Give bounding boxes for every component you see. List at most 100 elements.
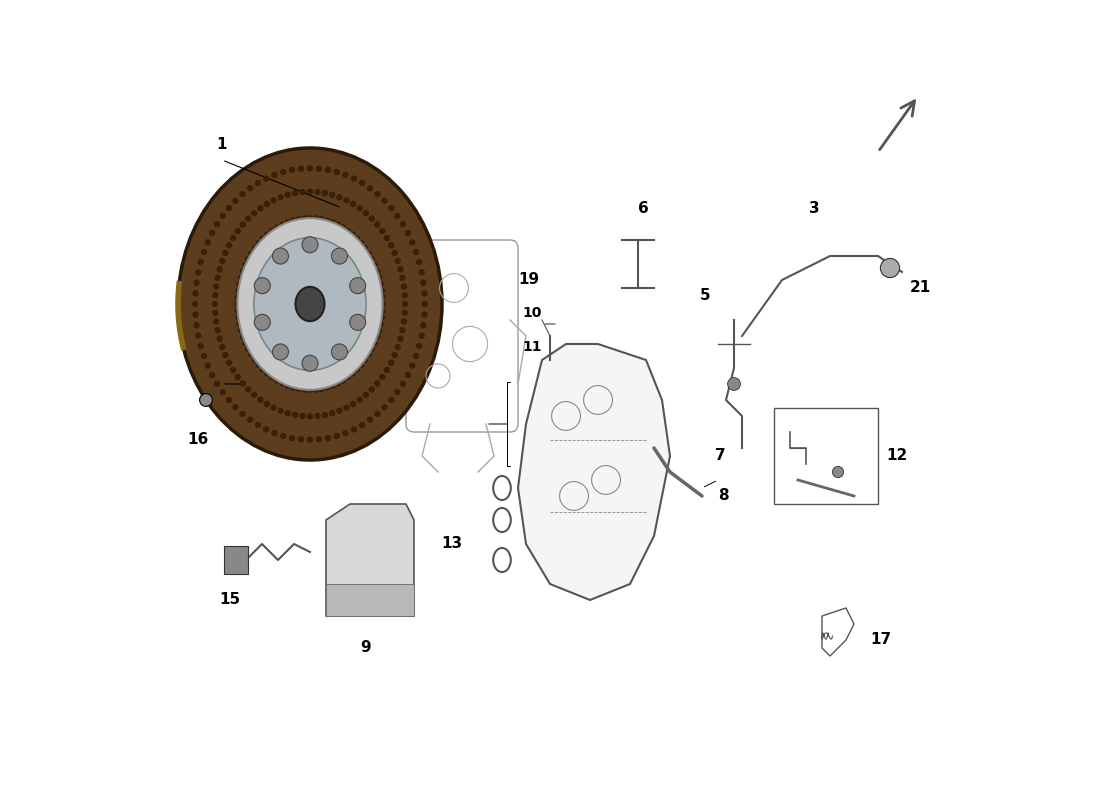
Circle shape [299,189,306,195]
Circle shape [368,346,375,352]
Circle shape [366,417,373,423]
Circle shape [344,228,351,234]
Circle shape [280,169,286,175]
Circle shape [399,274,406,281]
Circle shape [399,381,406,387]
Circle shape [395,258,402,264]
Circle shape [235,314,242,321]
Circle shape [379,294,386,301]
Circle shape [362,245,369,251]
Circle shape [421,311,428,318]
Polygon shape [326,504,414,616]
Circle shape [318,386,324,392]
Circle shape [365,351,372,358]
Circle shape [296,386,301,392]
Circle shape [222,250,229,256]
Circle shape [400,318,407,325]
Circle shape [376,327,382,334]
Circle shape [226,205,232,211]
Circle shape [359,362,364,368]
Circle shape [409,362,416,369]
Text: 8: 8 [718,489,728,503]
Circle shape [217,266,223,273]
Text: 1: 1 [217,137,228,152]
Circle shape [213,221,220,227]
Circle shape [402,292,408,298]
Circle shape [195,269,201,275]
Circle shape [379,307,386,314]
Circle shape [409,239,416,246]
Circle shape [254,278,271,294]
Circle shape [356,205,363,211]
Circle shape [412,353,419,359]
Circle shape [198,259,204,266]
Circle shape [392,250,398,256]
Circle shape [213,283,219,290]
Circle shape [192,301,198,307]
Circle shape [312,215,319,222]
Circle shape [323,218,330,224]
Text: 12: 12 [886,449,907,463]
Circle shape [356,397,363,403]
Circle shape [312,386,319,393]
Circle shape [399,327,406,334]
Circle shape [274,224,280,230]
Circle shape [362,357,369,363]
Circle shape [272,172,277,178]
Circle shape [400,283,407,290]
Circle shape [245,346,251,352]
Circle shape [252,357,258,363]
Circle shape [412,249,419,255]
Circle shape [285,219,290,226]
Circle shape [236,281,243,287]
Circle shape [315,189,321,195]
Circle shape [285,382,290,389]
Circle shape [298,436,305,442]
Circle shape [350,278,365,294]
Circle shape [384,367,390,374]
Circle shape [365,250,372,257]
Circle shape [273,248,288,264]
Circle shape [245,256,251,262]
Circle shape [214,274,221,281]
Circle shape [273,344,288,360]
Circle shape [880,258,900,278]
Circle shape [388,359,394,366]
Circle shape [420,322,427,329]
Circle shape [285,191,292,198]
Circle shape [377,321,384,327]
Circle shape [226,359,232,366]
Circle shape [292,412,298,418]
Circle shape [416,342,422,349]
Circle shape [263,175,270,182]
Circle shape [351,175,358,182]
Circle shape [200,353,207,359]
Circle shape [421,301,428,307]
Circle shape [378,314,385,321]
Text: 15: 15 [219,592,241,607]
Circle shape [240,410,245,417]
Circle shape [377,281,384,287]
Circle shape [192,311,199,318]
Circle shape [397,335,404,342]
Circle shape [212,292,219,298]
Circle shape [333,169,340,175]
Circle shape [363,392,370,398]
Circle shape [368,215,375,222]
Circle shape [374,268,381,274]
Circle shape [333,433,340,439]
Circle shape [388,397,395,403]
Circle shape [230,367,236,374]
Circle shape [230,234,236,241]
Circle shape [340,378,346,384]
Circle shape [324,166,331,173]
Circle shape [350,314,365,330]
Circle shape [255,240,262,246]
Text: 17: 17 [870,633,891,647]
Text: 3: 3 [808,201,820,216]
Circle shape [334,380,341,386]
Text: 19: 19 [518,273,539,287]
Circle shape [240,222,246,228]
Circle shape [213,381,220,387]
Circle shape [277,408,284,414]
